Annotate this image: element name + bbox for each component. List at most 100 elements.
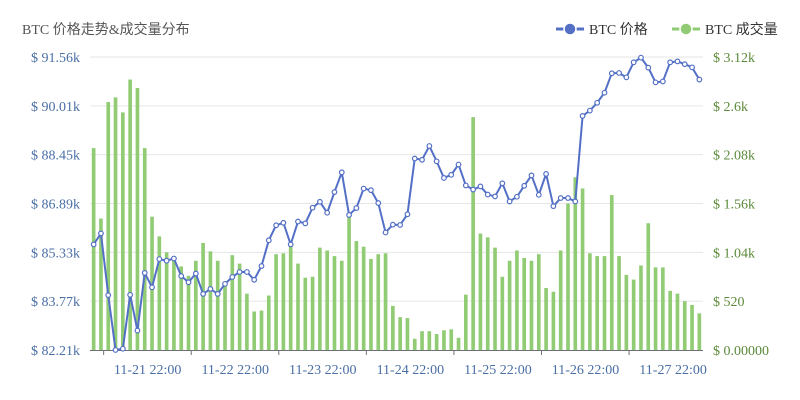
volume-bar[interactable] — [573, 177, 578, 350]
volume-bar[interactable] — [172, 256, 176, 350]
price-point[interactable] — [565, 195, 571, 201]
price-point[interactable] — [134, 327, 141, 334]
price-point[interactable] — [645, 64, 652, 71]
price-point[interactable] — [572, 198, 579, 205]
volume-bar[interactable] — [296, 263, 300, 350]
price-point[interactable] — [295, 218, 301, 225]
legend-item-price[interactable]: BTC 价格 — [556, 22, 648, 38]
volume-bar[interactable] — [566, 203, 570, 351]
price-point[interactable] — [411, 155, 418, 162]
volume-bar[interactable] — [653, 267, 658, 350]
price-point[interactable] — [601, 89, 608, 96]
volume-bar[interactable] — [91, 148, 96, 350]
price-point[interactable] — [98, 230, 104, 237]
volume-bar[interactable] — [157, 236, 162, 350]
volume-bar[interactable] — [223, 284, 227, 350]
volume-bar[interactable] — [230, 255, 235, 350]
volume-bar[interactable] — [536, 254, 541, 350]
volume-bar[interactable] — [266, 295, 271, 350]
volume-bar[interactable] — [245, 293, 249, 350]
volume-bar[interactable] — [193, 260, 198, 350]
volume-bar[interactable] — [318, 247, 322, 350]
price-point[interactable] — [258, 263, 265, 269]
price-point[interactable] — [222, 280, 228, 287]
volume-bar[interactable] — [288, 246, 293, 350]
volume-bar[interactable] — [215, 260, 220, 350]
price-point[interactable] — [251, 276, 258, 283]
volume-bar[interactable] — [237, 263, 242, 350]
price-point[interactable] — [302, 220, 309, 227]
price-point[interactable] — [696, 76, 703, 83]
volume-bar[interactable] — [179, 266, 184, 350]
volume-bar[interactable] — [310, 276, 315, 350]
volume-bar[interactable] — [522, 257, 527, 350]
price-point[interactable] — [185, 279, 192, 286]
volume-bar[interactable] — [485, 237, 490, 350]
volume-bar[interactable] — [697, 313, 702, 351]
volume-bar[interactable] — [580, 188, 585, 350]
price-point[interactable] — [324, 209, 331, 216]
price-point[interactable] — [528, 172, 535, 179]
volume-bar[interactable] — [347, 214, 351, 350]
volume-bar[interactable] — [99, 218, 103, 350]
price-point[interactable] — [229, 274, 236, 280]
volume-bar[interactable] — [544, 288, 548, 350]
price-point[interactable] — [389, 221, 396, 228]
volume-bar[interactable] — [690, 304, 694, 350]
price-point[interactable] — [477, 183, 484, 190]
price-point[interactable] — [119, 345, 126, 352]
volume-bar[interactable] — [661, 267, 665, 350]
price-point[interactable] — [331, 189, 338, 195]
volume-bar[interactable] — [339, 260, 344, 350]
volume-bar[interactable] — [259, 310, 264, 350]
volume-bar[interactable] — [113, 97, 118, 350]
price-point[interactable] — [207, 285, 214, 292]
price-point[interactable] — [470, 186, 477, 193]
volume-bar[interactable] — [639, 265, 643, 350]
volume-bar[interactable] — [434, 334, 439, 350]
legend-item-volume[interactable]: BTC 成交量 — [672, 21, 778, 38]
price-point[interactable] — [192, 270, 199, 277]
volume-bar[interactable] — [595, 256, 600, 350]
volume-bar[interactable] — [303, 277, 308, 350]
price-point[interactable] — [689, 64, 695, 71]
price-point[interactable] — [397, 222, 404, 228]
volume-bar[interactable] — [361, 246, 366, 350]
volume-bar[interactable] — [405, 318, 410, 350]
volume-bar[interactable] — [398, 317, 402, 350]
price-point[interactable] — [448, 171, 455, 178]
volume-bar[interactable] — [529, 260, 534, 350]
volume-bar[interactable] — [624, 274, 629, 350]
volume-bar[interactable] — [558, 250, 563, 350]
volume-bar[interactable] — [186, 275, 191, 350]
price-point[interactable] — [375, 200, 382, 206]
volume-bar[interactable] — [369, 258, 373, 350]
volume-bar[interactable] — [332, 256, 337, 350]
price-point[interactable] — [681, 61, 688, 68]
volume-bar[interactable] — [500, 276, 505, 350]
volume-bar[interactable] — [274, 254, 278, 350]
price-point[interactable] — [499, 180, 506, 187]
volume-bar[interactable] — [631, 279, 636, 350]
price-point[interactable] — [630, 59, 637, 66]
price-point[interactable] — [404, 211, 411, 218]
price-point[interactable] — [455, 161, 462, 168]
volume-bar[interactable] — [456, 337, 461, 350]
volume-bar[interactable] — [551, 291, 556, 350]
price-point[interactable] — [462, 182, 469, 189]
price-point[interactable] — [346, 212, 352, 218]
volume-bar[interactable] — [354, 241, 359, 350]
price-point[interactable] — [433, 158, 440, 165]
price-point[interactable] — [171, 255, 177, 262]
price-point[interactable] — [353, 205, 360, 211]
volume-bar[interactable] — [602, 256, 607, 350]
price-point[interactable] — [214, 291, 221, 297]
price-point[interactable] — [105, 292, 112, 299]
volume-bar[interactable] — [682, 301, 687, 350]
price-point[interactable] — [623, 74, 630, 81]
volume-bar[interactable] — [449, 329, 454, 350]
volume-bar[interactable] — [376, 254, 381, 350]
volume-bar[interactable] — [128, 79, 132, 350]
price-point[interactable] — [652, 79, 659, 86]
price-point[interactable] — [550, 203, 557, 210]
